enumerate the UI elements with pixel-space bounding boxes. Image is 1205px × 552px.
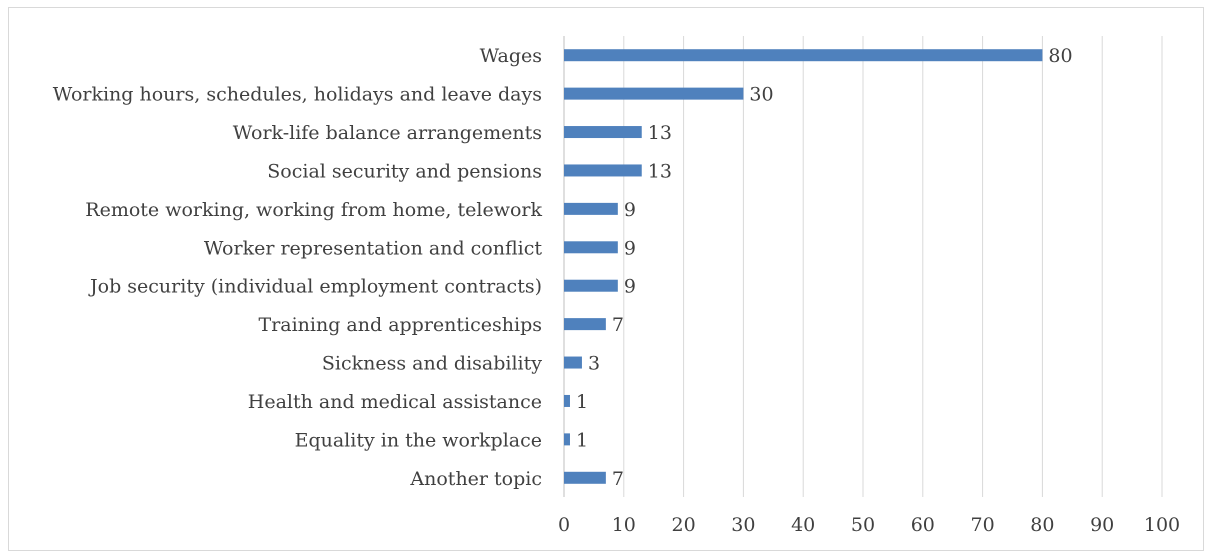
category-label: Health and medical assistance bbox=[248, 391, 542, 413]
data-label: 9 bbox=[624, 276, 636, 298]
category-label: Work-life balance arrangements bbox=[233, 122, 542, 144]
bar bbox=[564, 318, 606, 331]
bar bbox=[564, 356, 582, 369]
category-label: Training and apprenticeships bbox=[259, 314, 542, 336]
bar bbox=[564, 164, 642, 177]
x-tick-label: 0 bbox=[558, 514, 570, 536]
x-tick-label: 30 bbox=[731, 514, 755, 536]
x-tick-label: 10 bbox=[612, 514, 636, 536]
category-label: Working hours, schedules, holidays and l… bbox=[53, 84, 542, 106]
category-label: Equality in the workplace bbox=[295, 429, 542, 451]
data-label: 13 bbox=[648, 122, 672, 144]
bar bbox=[564, 202, 618, 215]
bar bbox=[564, 433, 570, 446]
data-label: 7 bbox=[612, 314, 624, 336]
data-label: 30 bbox=[749, 84, 773, 106]
x-tick-label: 20 bbox=[672, 514, 696, 536]
category-label: Wages bbox=[480, 45, 542, 67]
data-label: 9 bbox=[624, 199, 636, 221]
category-label: Remote working, working from home, telew… bbox=[85, 199, 542, 221]
category-label: Job security (individual employment cont… bbox=[88, 276, 542, 298]
x-tick-label: 80 bbox=[1030, 514, 1054, 536]
data-label: 80 bbox=[1048, 45, 1072, 67]
bar bbox=[564, 394, 570, 407]
bar bbox=[564, 126, 642, 139]
data-label: 9 bbox=[624, 237, 636, 259]
data-label: 7 bbox=[612, 468, 624, 490]
category-label: Sickness and disability bbox=[322, 353, 542, 375]
bar bbox=[564, 241, 618, 254]
x-tick-label: 100 bbox=[1144, 514, 1180, 536]
bar bbox=[564, 87, 744, 100]
bar bbox=[564, 49, 1043, 62]
x-tick-label: 60 bbox=[911, 514, 935, 536]
x-tick-label: 40 bbox=[791, 514, 815, 536]
bar bbox=[564, 471, 606, 484]
data-label: 3 bbox=[588, 353, 600, 375]
x-tick-label: 90 bbox=[1090, 514, 1114, 536]
category-label: Social security and pensions bbox=[267, 160, 542, 182]
bar bbox=[564, 279, 618, 292]
data-label: 13 bbox=[648, 160, 672, 182]
category-label: Another topic bbox=[409, 468, 542, 490]
x-tick-label: 70 bbox=[971, 514, 995, 536]
x-tick-label: 50 bbox=[851, 514, 875, 536]
data-label: 1 bbox=[576, 429, 588, 451]
category-label: Worker representation and conflict bbox=[204, 237, 543, 259]
data-label: 1 bbox=[576, 391, 588, 413]
